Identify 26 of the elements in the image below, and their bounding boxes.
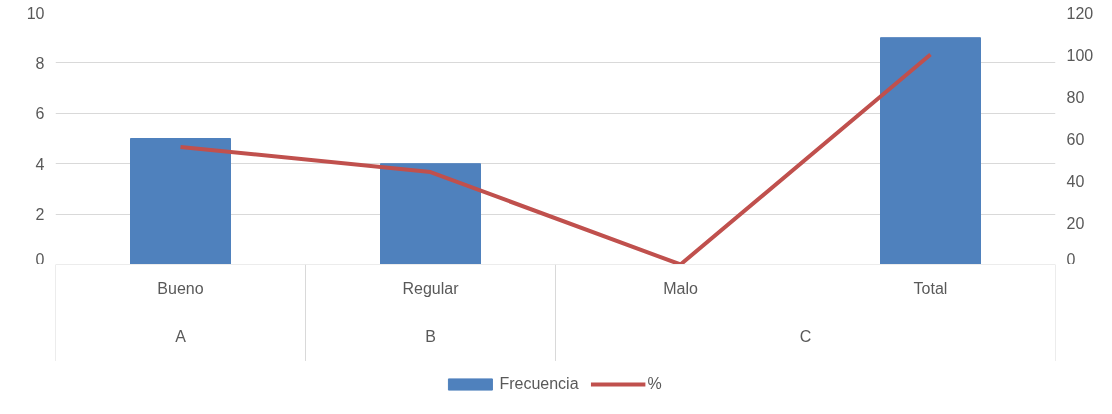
x-tick-label: Regular bbox=[402, 280, 460, 298]
y-tick-label: 2 bbox=[35, 206, 45, 224]
y-tick-label: 6 bbox=[35, 105, 45, 123]
y2-tick-label: 40 bbox=[1066, 172, 1085, 190]
y-tick-label: 4 bbox=[35, 155, 45, 173]
y2-tick-label: 80 bbox=[1066, 88, 1085, 106]
y2-tick-label: 20 bbox=[1066, 214, 1085, 232]
y-tick-label: 0 bbox=[35, 250, 45, 268]
line-series bbox=[178, 52, 933, 264]
y2-tick-label: 0 bbox=[1066, 250, 1076, 268]
y-tick-label: 8 bbox=[35, 54, 45, 72]
legend-label: % bbox=[647, 375, 663, 393]
y-tick-label: 10 bbox=[26, 4, 45, 22]
text: C bbox=[799, 328, 812, 346]
bar bbox=[380, 163, 481, 264]
y2-tick-label: 120 bbox=[1066, 4, 1094, 22]
x-tick-label: Bueno bbox=[157, 280, 204, 298]
legend-label: Frecuencia bbox=[499, 375, 579, 393]
y2-tick-label: 60 bbox=[1066, 130, 1085, 148]
bar bbox=[880, 37, 981, 264]
text: A bbox=[175, 328, 187, 346]
x-tick-label: Malo bbox=[663, 280, 698, 298]
text: B bbox=[425, 328, 436, 346]
x-tick-label: Total bbox=[913, 280, 948, 298]
y2-tick-label: 100 bbox=[1066, 46, 1094, 64]
bar bbox=[130, 138, 231, 264]
